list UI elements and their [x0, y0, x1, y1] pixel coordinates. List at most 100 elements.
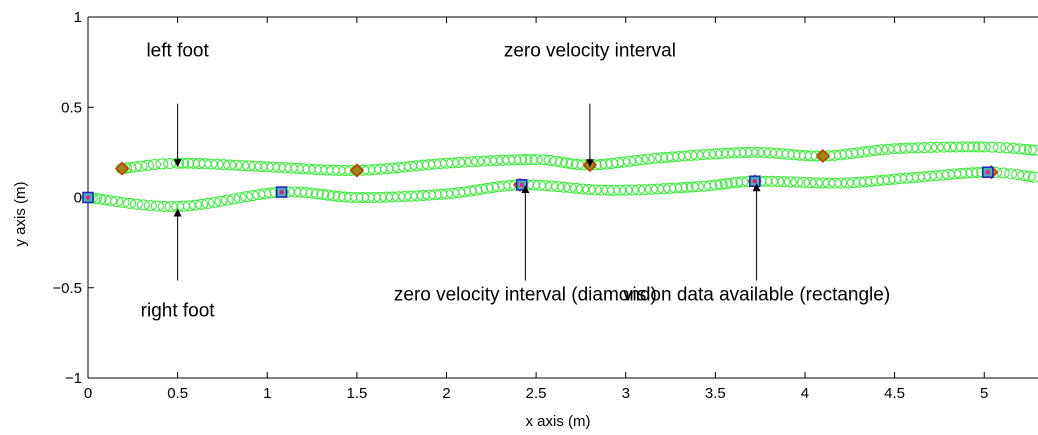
trajectory-point — [310, 188, 324, 200]
y-axis-label: y axis (m) — [12, 182, 29, 247]
trajectory-point — [569, 182, 583, 194]
x-tick-label: 2 — [442, 385, 450, 402]
trajectory-point — [207, 196, 221, 208]
zero-velocity-diamond — [349, 163, 364, 178]
trajectory-point — [905, 142, 919, 154]
trajectory-point — [625, 184, 639, 196]
trajectory-point — [680, 181, 694, 193]
trajectory-point — [216, 159, 230, 171]
trajectory-point — [560, 157, 574, 169]
trajectory-point — [751, 146, 765, 158]
trajectory-point — [128, 161, 142, 173]
trajectory-point — [985, 141, 999, 153]
trajectory-point — [719, 178, 733, 190]
trajectory-point — [714, 178, 728, 190]
trajectory-point — [967, 141, 981, 153]
trajectory-point — [632, 184, 646, 196]
trajectory-point — [134, 160, 148, 172]
trajectory-point — [619, 184, 633, 196]
trajectory-point — [104, 195, 118, 207]
y-tick-label: −0.5 — [52, 280, 82, 297]
trajectory-point — [223, 159, 237, 171]
trajectory-point — [937, 141, 951, 153]
trajectory-point — [150, 200, 164, 212]
trajectory-point — [834, 177, 848, 189]
trajectory-point — [210, 158, 224, 170]
x-tick-label: 4.5 — [884, 385, 905, 402]
trajectory-point — [993, 141, 1007, 153]
trajectory-point — [143, 200, 157, 212]
trajectory-point — [1023, 144, 1037, 156]
trajectory-point — [703, 148, 717, 160]
trajectory-point — [709, 179, 723, 191]
trajectory-point — [148, 159, 162, 171]
trajectory-point — [911, 142, 925, 154]
trajectory-point — [696, 149, 710, 161]
trajectory-point — [551, 181, 565, 193]
trajectory-point — [635, 154, 649, 166]
x-axis-label: x axis (m) — [526, 413, 591, 430]
trajectory-point — [554, 156, 568, 168]
x-tick-label: 0.5 — [167, 385, 188, 402]
trajectory-point — [1018, 143, 1032, 155]
trajectory-point — [471, 155, 485, 167]
vision-data-dot — [752, 179, 757, 184]
trajectory-point — [477, 155, 491, 167]
trajectory-point — [239, 191, 253, 203]
trajectory-point — [977, 141, 991, 153]
trajectory-point — [1028, 144, 1038, 156]
trajectory-point — [972, 141, 986, 153]
trajectory-point — [155, 158, 169, 170]
trajectory-point — [809, 177, 823, 189]
x-tick-label: 3 — [622, 385, 630, 402]
trajectory-point — [123, 197, 137, 209]
trajectory-point — [796, 176, 810, 188]
trajectory-point — [350, 192, 364, 203]
trajectory-point — [961, 141, 975, 153]
trajectory-point — [110, 196, 124, 208]
vision-data-dot — [86, 195, 90, 200]
trajectory-point — [1027, 171, 1038, 183]
trajectory-point — [188, 199, 202, 211]
series-right-foot — [81, 166, 1038, 213]
trajectory-point — [229, 159, 243, 171]
trajectory-point — [458, 156, 472, 168]
trajectory-point — [129, 198, 143, 210]
trajectory-point — [227, 193, 241, 205]
trajectory-point — [214, 195, 228, 207]
trajectory-point — [233, 192, 247, 204]
y-tick-label: 0 — [74, 190, 82, 207]
trajectory-point — [690, 181, 704, 193]
left-foot-label: left foot — [146, 41, 209, 62]
zero-velocity-diamond — [114, 161, 130, 176]
trajectory-point — [638, 184, 652, 196]
x-tick-label: 3.5 — [705, 385, 726, 402]
x-tick-label: 1 — [263, 385, 271, 402]
trajectory-point — [1017, 170, 1031, 182]
x-tick-label: 4 — [801, 385, 809, 402]
trajectory-point — [690, 149, 704, 161]
trajectory-point — [777, 176, 791, 188]
trajectory-point — [655, 152, 669, 164]
trajectory-point — [446, 157, 460, 169]
trajectory-point — [790, 176, 804, 188]
trajectory-point — [669, 182, 683, 194]
trajectory-point — [1023, 170, 1037, 182]
trajectory-point — [959, 167, 973, 179]
trajectory-point — [644, 183, 658, 195]
trajectory-point — [803, 177, 817, 189]
trajectory-point — [917, 142, 931, 154]
trajectory-point — [563, 182, 577, 194]
trajectory-point — [316, 188, 330, 200]
trajectory-point — [1004, 168, 1018, 180]
y-tick-label: 0.5 — [61, 99, 82, 116]
trajectory-point — [321, 189, 335, 201]
trajectory-point — [733, 147, 747, 159]
trajectory-point — [875, 144, 889, 156]
trajectory-point — [529, 154, 543, 166]
trajectory-point — [641, 153, 655, 165]
trajectory-point — [704, 180, 718, 192]
x-tick-label: 2.5 — [526, 385, 547, 402]
trajectory-point — [924, 141, 938, 153]
